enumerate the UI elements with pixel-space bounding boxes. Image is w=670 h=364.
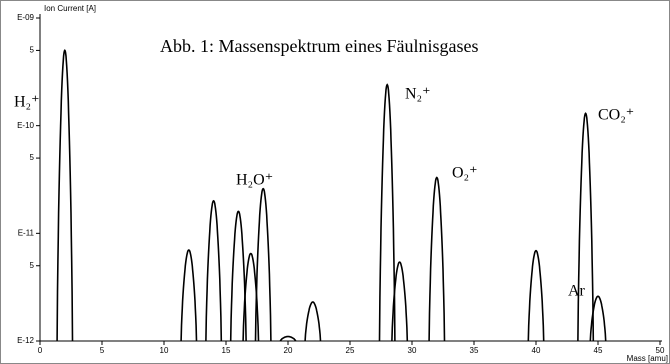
x-tick-label: 30 <box>408 346 417 355</box>
peak <box>577 112 595 342</box>
x-tick-label: 35 <box>470 346 479 355</box>
peak <box>428 176 446 342</box>
peak <box>229 210 247 342</box>
x-tick-label: 25 <box>346 346 355 355</box>
y-tick-label: 5 <box>30 261 35 270</box>
annotation: H₂O⁺ <box>236 172 273 189</box>
peak <box>180 249 198 342</box>
y-axis-label: Ion Current [A] <box>44 4 96 13</box>
chart-title: Abb. 1: Massenspektrum eines Fäulnisgase… <box>160 36 478 56</box>
peak <box>205 199 223 342</box>
x-tick-label: 50 <box>656 346 665 355</box>
annotation: O₂⁺ <box>452 165 478 182</box>
peak <box>56 48 74 342</box>
peak <box>279 335 297 342</box>
x-tick-label: 5 <box>100 346 105 355</box>
peak <box>391 261 409 342</box>
y-tick-label: E-10 <box>17 121 34 130</box>
peak <box>304 301 322 342</box>
x-tick-label: 20 <box>284 346 293 355</box>
x-tick-label: 15 <box>222 346 231 355</box>
annotation: Ar <box>568 283 586 300</box>
y-tick-label: 5 <box>30 153 35 162</box>
x-tick-label: 0 <box>38 346 43 355</box>
annotation: CO₂⁺ <box>598 107 634 124</box>
annotation: N₂⁺ <box>405 86 431 103</box>
x-tick-label: 45 <box>594 346 603 355</box>
x-tick-label: 40 <box>532 346 541 355</box>
x-tick-label: 10 <box>160 346 169 355</box>
peak <box>527 249 545 342</box>
y-tick-label: E-09 <box>17 13 34 22</box>
peak <box>254 187 272 342</box>
x-axis-label: Mass [amu] <box>627 354 668 363</box>
peak <box>378 83 396 342</box>
y-tick-label: 5 <box>30 46 35 55</box>
y-tick-label: E-11 <box>18 228 35 237</box>
y-tick-label: E-12 <box>17 336 34 345</box>
peak <box>589 295 607 342</box>
annotation: H₂⁺ <box>14 94 40 111</box>
